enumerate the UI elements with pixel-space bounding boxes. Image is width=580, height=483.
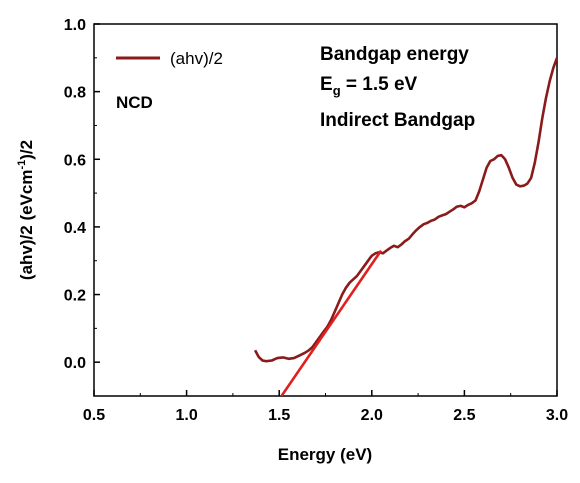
- annotation-bandgap-value: Eg = 1.5 eV: [320, 74, 418, 98]
- y-axis-ticks: 0.0 0.2 0.4 0.6 0.8 1.0: [64, 17, 100, 372]
- y-tick-label: 0.2: [64, 288, 86, 305]
- legend-label: (ahv)/2: [170, 49, 223, 68]
- sample-label: NCD: [116, 93, 153, 112]
- y-tick-label: 0.0: [64, 355, 86, 372]
- y-axis-title-sup: -1: [16, 160, 28, 170]
- eg-main: E: [320, 74, 333, 95]
- y-tick-label: 0.4: [64, 220, 86, 237]
- eg-sub: g: [333, 83, 341, 98]
- y-tick-label: 1.0: [64, 17, 86, 34]
- x-tick-label: 2.0: [361, 407, 383, 424]
- y-axis-title-suffix: )/2: [17, 140, 36, 160]
- y-axis-title: (ahv)/2 (eVcm-1)/2: [16, 140, 36, 280]
- eg-rest: = 1.5 eV: [341, 74, 418, 95]
- fit-line: [279, 249, 383, 396]
- y-tick-label: 0.8: [64, 85, 86, 102]
- annotation-title: Bandgap energy: [320, 44, 469, 65]
- x-tick-label: 3.0: [546, 407, 568, 424]
- x-tick-label: 1.5: [268, 407, 290, 424]
- x-axis-title: Energy (eV): [278, 445, 372, 464]
- y-axis-title-main: (ahv)/2 (eVcm: [17, 170, 36, 281]
- annotation-bandgap-type: Indirect Bandgap: [320, 110, 475, 131]
- series-layer: [253, 57, 557, 396]
- x-axis-ticks: 0.5 1.0 1.5 2.0 2.5 3.0: [83, 390, 568, 424]
- x-tick-label: 2.5: [453, 407, 475, 424]
- x-tick-label: 0.5: [83, 407, 105, 424]
- series-line: [253, 57, 557, 363]
- x-tick-label: 1.0: [175, 407, 197, 424]
- y-tick-label: 0.6: [64, 152, 86, 169]
